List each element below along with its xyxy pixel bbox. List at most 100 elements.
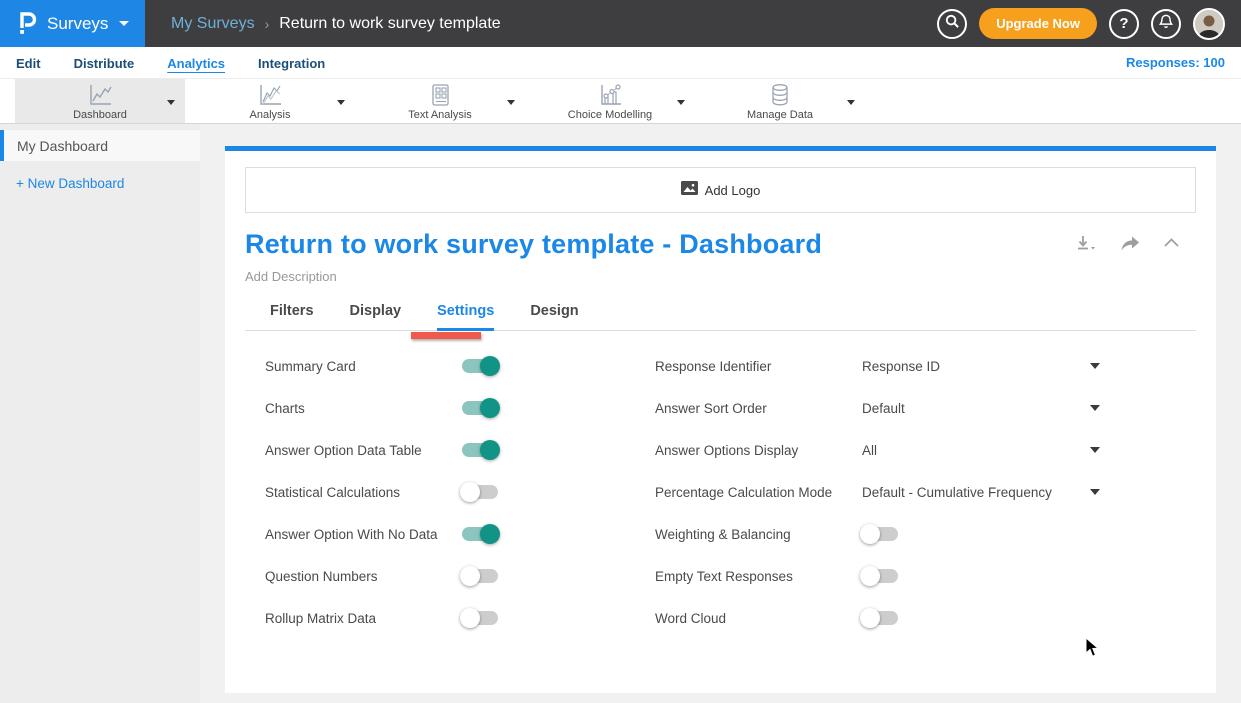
search-button[interactable]: [937, 8, 968, 39]
new-dashboard-button[interactable]: + New Dashboard: [16, 176, 125, 191]
database-icon: [768, 83, 792, 107]
title-row: Return to work survey template - Dashboa…: [245, 229, 1196, 260]
tab-design[interactable]: Design: [530, 303, 579, 319]
dashboard-sidebar: My Dashboard + New Dashboard: [0, 124, 200, 703]
setting-label: Answer Options Display: [655, 442, 799, 458]
breadcrumb-current: Return to work survey template: [279, 14, 501, 32]
toolbar-item-manage-data[interactable]: Manage Data: [695, 79, 865, 123]
setting-label: Statistical Calculations: [265, 484, 401, 500]
collapse-icon[interactable]: [1163, 235, 1180, 260]
dropdown-caret-icon[interactable]: [1090, 405, 1100, 411]
percentage-calculation-mode-select[interactable]: Default - Cumulative Frequency: [862, 484, 1052, 500]
questionpro-logo-icon: [15, 8, 38, 40]
scatter-chart-icon: [597, 83, 623, 107]
tabs: Filters Display Settings Design: [245, 303, 1196, 339]
responses-count[interactable]: Responses: 100: [1126, 55, 1225, 70]
toolbar-item-analysis[interactable]: Analysis: [185, 79, 355, 123]
avatar[interactable]: [1193, 7, 1225, 40]
setting-label: Weighting & Balancing: [655, 526, 791, 542]
breadcrumb: My Surveys › Return to work survey templ…: [145, 0, 501, 47]
answer-options-display-select[interactable]: All: [862, 442, 878, 458]
toggle-knob: [480, 356, 500, 376]
tab-filters[interactable]: Filters: [270, 303, 314, 319]
summary-card-toggle[interactable]: [462, 356, 500, 376]
dropdown-caret-icon[interactable]: [1090, 363, 1100, 369]
breadcrumb-parent-link[interactable]: My Surveys: [171, 14, 255, 32]
share-icon[interactable]: [1120, 235, 1140, 260]
setting-label: Question Numbers: [265, 568, 378, 584]
chevron-down-icon[interactable]: [337, 100, 345, 105]
nav-integration[interactable]: Integration: [258, 56, 326, 71]
analytics-toolbar: Dashboard Analysis Text Analysis Choice …: [0, 78, 1241, 124]
settings-tab-red-highlight: [411, 332, 481, 339]
nav-edit[interactable]: Edit: [16, 56, 41, 71]
toolbar-item-dashboard[interactable]: Dashboard: [15, 79, 185, 123]
setting-label: Percentage Calculation Mode: [655, 484, 833, 500]
toolbar-item-label: Manage Data: [746, 109, 814, 121]
chevron-down-icon[interactable]: [677, 100, 685, 105]
setting-row-word-cloud: Word Cloud: [655, 597, 1100, 639]
empty-text-responses-toggle[interactable]: [860, 566, 898, 586]
upgrade-now-button[interactable]: Upgrade Now: [979, 8, 1097, 39]
dashboard-line-chart-icon: [87, 83, 113, 107]
toolbar-item-label: Analysis: [249, 109, 291, 121]
toggle-knob: [480, 440, 500, 460]
question-numbers-toggle[interactable]: [460, 566, 498, 586]
toolbar-item-choice-modelling[interactable]: Choice Modelling: [525, 79, 695, 123]
setting-row-answer-options-display: Answer Options Display All: [655, 429, 1100, 471]
setting-row-rollup-matrix-data: Rollup Matrix Data: [265, 597, 655, 639]
setting-row-answer-sort-order: Answer Sort Order Default: [655, 387, 1100, 429]
weighting-balancing-toggle[interactable]: [860, 524, 898, 544]
help-button[interactable]: ?: [1109, 8, 1139, 39]
sidebar-item-my-dashboard[interactable]: My Dashboard: [0, 130, 200, 161]
chevron-down-icon[interactable]: [507, 100, 515, 105]
tab-settings[interactable]: Settings: [437, 303, 495, 331]
chevron-down-icon: [119, 21, 130, 26]
nav-analytics[interactable]: Analytics: [167, 56, 226, 71]
bell-icon: [1158, 14, 1174, 33]
chevron-down-icon[interactable]: [847, 100, 855, 105]
setting-row-summary-card: Summary Card: [265, 345, 655, 387]
page-title[interactable]: Return to work survey template - Dashboa…: [245, 229, 823, 259]
product-switcher[interactable]: Surveys: [0, 0, 145, 47]
main-area: Add Logo Return to work survey template …: [200, 124, 1241, 703]
search-icon: [945, 14, 960, 33]
setting-row-statistical-calculations: Statistical Calculations: [265, 471, 655, 513]
charts-toggle[interactable]: [462, 398, 500, 418]
add-description-placeholder[interactable]: Add Description: [245, 269, 337, 284]
word-cloud-toggle[interactable]: [860, 608, 898, 628]
add-logo-button[interactable]: Add Logo: [245, 167, 1196, 213]
settings-select-column: Response Identifier Response ID Answer S…: [655, 345, 1196, 639]
dashboard-panel: Add Logo Return to work survey template …: [225, 146, 1216, 693]
tab-display[interactable]: Display: [349, 303, 402, 319]
analysis-line-chart-icon: [257, 83, 283, 107]
statistical-calculations-toggle[interactable]: [460, 482, 498, 502]
nav-distribute[interactable]: Distribute: [73, 56, 135, 71]
setting-row-percentage-calculation-mode: Percentage Calculation Mode Default - Cu…: [655, 471, 1100, 513]
setting-label: Word Cloud: [655, 610, 727, 626]
response-identifier-select[interactable]: Response ID: [862, 358, 941, 374]
download-icon[interactable]: [1075, 235, 1097, 260]
chevron-down-icon[interactable]: [167, 100, 175, 105]
answer-option-with-no-data-toggle[interactable]: [462, 524, 500, 544]
rollup-matrix-data-toggle[interactable]: [460, 608, 498, 628]
setting-label: Rollup Matrix Data: [265, 610, 377, 626]
toolbar-item-label: Dashboard: [73, 109, 127, 121]
dropdown-caret-icon[interactable]: [1090, 447, 1100, 453]
toggle-knob: [860, 524, 880, 544]
dropdown-caret-icon[interactable]: [1090, 489, 1100, 495]
notifications-button[interactable]: [1151, 8, 1181, 39]
answer-sort-order-select[interactable]: Default: [862, 400, 905, 416]
setting-label: Empty Text Responses: [655, 568, 793, 584]
settings-toggle-column: Summary Card Charts Answer Option Data T…: [245, 345, 655, 639]
answer-option-data-table-toggle[interactable]: [462, 440, 500, 460]
toolbar-item-text-analysis[interactable]: Text Analysis: [355, 79, 525, 123]
setting-row-empty-text-responses: Empty Text Responses: [655, 555, 1100, 597]
setting-row-answer-option-with-no-data: Answer Option With No Data: [265, 513, 655, 555]
toggle-knob: [480, 524, 500, 544]
toggle-knob: [460, 608, 480, 628]
toggle-knob: [860, 608, 880, 628]
product-name: Surveys: [47, 13, 109, 33]
header-actions: Upgrade Now ?: [937, 0, 1241, 47]
